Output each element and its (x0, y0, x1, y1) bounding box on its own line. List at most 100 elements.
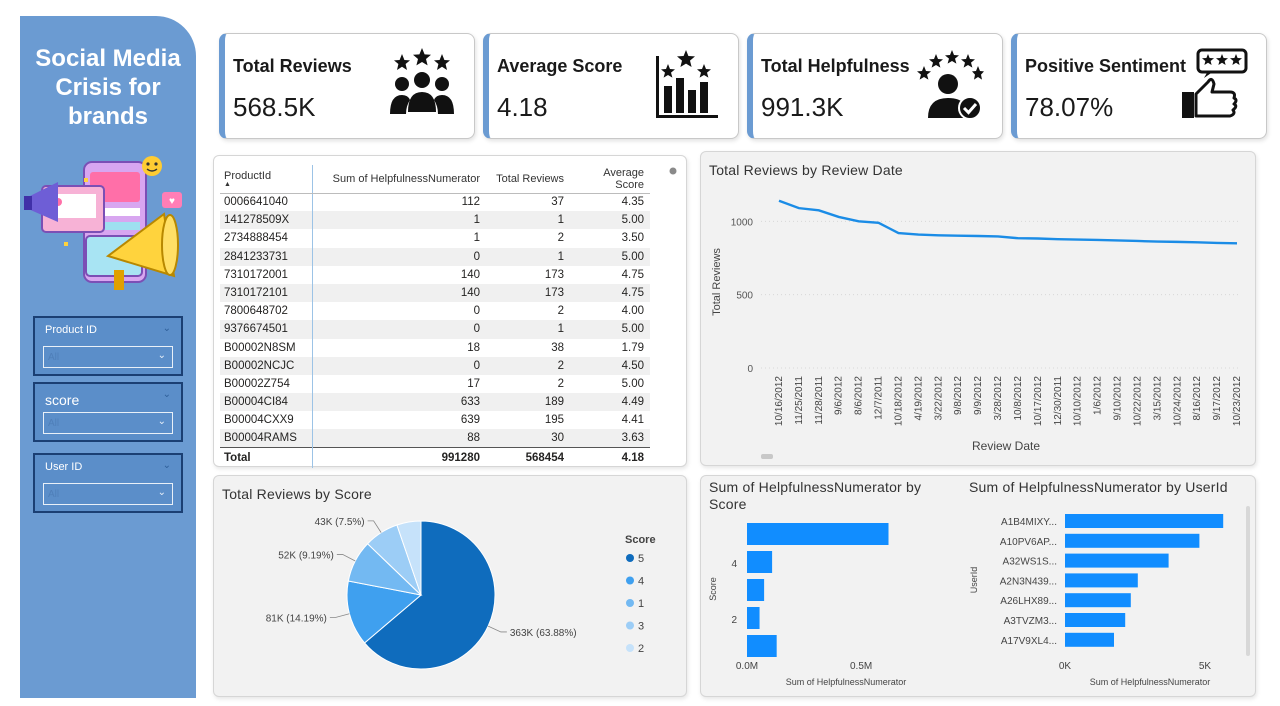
table-cell: 140 (312, 283, 486, 303)
pie-data-label: 43K (7.5%) (315, 517, 365, 528)
bar (747, 551, 773, 573)
pie-data-label: 52K (9.19%) (278, 551, 334, 562)
bar-chart-stars-icon (656, 50, 718, 118)
bar (1065, 514, 1224, 528)
legend-marker (626, 576, 634, 585)
chevron-down-icon: ⌄ (162, 389, 171, 400)
column-header-productid[interactable]: ProductId ▲ (220, 165, 313, 194)
pie-slice (396, 520, 422, 596)
pie-leader-line (329, 613, 350, 618)
table-header-row: ProductId ▲ Sum of HelpfulnessNumerator T… (220, 165, 650, 194)
table-row[interactable]: B00002NCJC 0 2 4.50 (220, 356, 650, 375)
y-tick-label: A1B4MIXY... (1001, 517, 1057, 528)
table-cell: 9376674501 (220, 320, 313, 339)
table-cell: 4.75 (570, 283, 650, 303)
y-tick-label: 0 (747, 364, 753, 375)
table-cell: 633 (312, 393, 486, 412)
legend-label: 4 (638, 576, 644, 588)
table-row[interactable]: 9376674501 0 1 5.00 (220, 320, 650, 339)
bar (1065, 593, 1131, 608)
chevron-down-icon: ⌄ (162, 323, 171, 334)
column-header-average-score[interactable]: Average Score (570, 165, 650, 194)
legend-title: Score (625, 534, 656, 546)
x-tick-label: 8/16/2012 (1192, 376, 1203, 421)
table-cell: 37 (551, 196, 564, 209)
x-tick-label: 3/15/2012 (1152, 376, 1163, 421)
table-cell: B00002N8SM (220, 338, 313, 357)
bar (1065, 553, 1169, 568)
kpi-value: 991.3K (761, 92, 844, 122)
user-id-dropdown[interactable]: All ⌄ (43, 483, 173, 505)
x-tick-label: 10/22/2012 (1132, 376, 1143, 426)
x-axis-label: Sum of HelpfulnessNumerator (1090, 677, 1211, 687)
table-cell: B00004CI84 (220, 393, 313, 412)
table-cell: 5.00 (621, 377, 644, 390)
slicer-score[interactable]: score ⌄ All ⌄ (33, 382, 183, 442)
table-cell: 2 (557, 232, 564, 245)
user-check-stars-icon (917, 50, 984, 120)
table-cell: 0006641040 (220, 193, 313, 212)
table-row[interactable]: 7310172001 140 173 4.75 (220, 265, 650, 284)
table-row[interactable]: 2841233731 0 1 5.00 (220, 247, 650, 266)
table-row[interactable]: B00002N8SM 18 38 1.79 (220, 338, 650, 357)
table-cell: 17 (467, 377, 480, 390)
x-tick-label: 0K (1059, 661, 1072, 672)
table-cell: 189 (486, 393, 570, 412)
vertical-scrollbar-track (1246, 506, 1250, 656)
table-cell: 5.00 (570, 247, 650, 266)
table-row[interactable]: B00004RAMS 88 30 3.63 (220, 429, 650, 448)
slicer-label: User ID (45, 461, 83, 473)
y-tick-label: A17V9XL4... (1001, 636, 1057, 647)
legend-label: 2 (638, 643, 644, 655)
table-row[interactable]: B00002Z754 17 2 5.00 (220, 374, 650, 394)
chevron-down-icon: ⌄ (157, 416, 166, 427)
legend-marker (626, 621, 634, 630)
bar (1065, 613, 1126, 627)
table-scrollbar[interactable] (666, 164, 680, 460)
table-cell: 173 (486, 283, 570, 303)
slicer-product-id[interactable]: Product ID ⌄ All ⌄ (33, 316, 183, 376)
scrollbar-thumb[interactable] (669, 167, 677, 175)
table-row[interactable]: B00004CXX9 639 195 4.41 (220, 411, 650, 430)
sort-ascending-icon: ▲ (224, 180, 231, 188)
column-header-total-reviews[interactable]: Total Reviews (486, 165, 570, 194)
table-cell: B00002Z754 (220, 374, 313, 394)
table-cell: 5.00 (570, 320, 650, 339)
kpi-label: Average Score (497, 56, 623, 76)
table-total-cell: 568454 (486, 447, 570, 468)
table-total-row: Total 991280 568454 4.18 (220, 447, 650, 468)
table-cell: 195 (544, 414, 564, 427)
score-dropdown[interactable]: All ⌄ (43, 412, 173, 434)
table-cell: 2841233731 (220, 247, 313, 266)
table-cell: 2 (557, 377, 564, 390)
x-tick-label: 12/30/2011 (1053, 376, 1064, 426)
table-row[interactable]: B00004CI84 633 189 4.49 (220, 393, 650, 412)
x-tick-label: 1/6/2012 (1093, 376, 1104, 415)
table-cell: 7310172001 (220, 265, 313, 284)
y-tick-label: A2N3N439... (1000, 576, 1057, 587)
x-tick-label: 11/25/2011 (794, 376, 805, 425)
table-row[interactable]: 0006641040 112 37 4.35 (220, 193, 650, 212)
table-cell: 4.75 (621, 268, 644, 281)
pie-data-label: 81K (14.19%) (266, 613, 327, 624)
users-stars-icon (390, 48, 454, 114)
table: ProductId ▲ Sum of HelpfulnessNumerator T… (220, 165, 650, 468)
table-cell: 1 (486, 247, 570, 266)
pie-leader-line (336, 554, 356, 562)
horizontal-scrollbar-thumb (761, 454, 773, 459)
column-header-helpfulness[interactable]: Sum of HelpfulnessNumerator (312, 165, 486, 194)
svg-text:♥: ♥ (169, 196, 175, 207)
y-tick-label: 4 (731, 559, 737, 570)
table-cell: 5.00 (570, 211, 650, 230)
slicer-user-id[interactable]: User ID ⌄ All ⌄ (33, 453, 183, 513)
table-row[interactable]: 7310172101 140 173 4.75 (220, 283, 650, 303)
table-cell: 1 (486, 320, 570, 339)
table-row[interactable]: 2734888454 1 2 3.50 (220, 229, 650, 248)
table-total-cell: Total (220, 447, 313, 468)
x-tick-label: 3/28/2012 (993, 376, 1004, 421)
table-cell: 0 (312, 356, 486, 375)
table-row[interactable]: 7800648702 0 2 4.00 (220, 302, 650, 321)
product-id-dropdown[interactable]: All ⌄ (43, 346, 173, 368)
table-row[interactable]: 141278509X 1 1 5.00 (220, 211, 650, 230)
